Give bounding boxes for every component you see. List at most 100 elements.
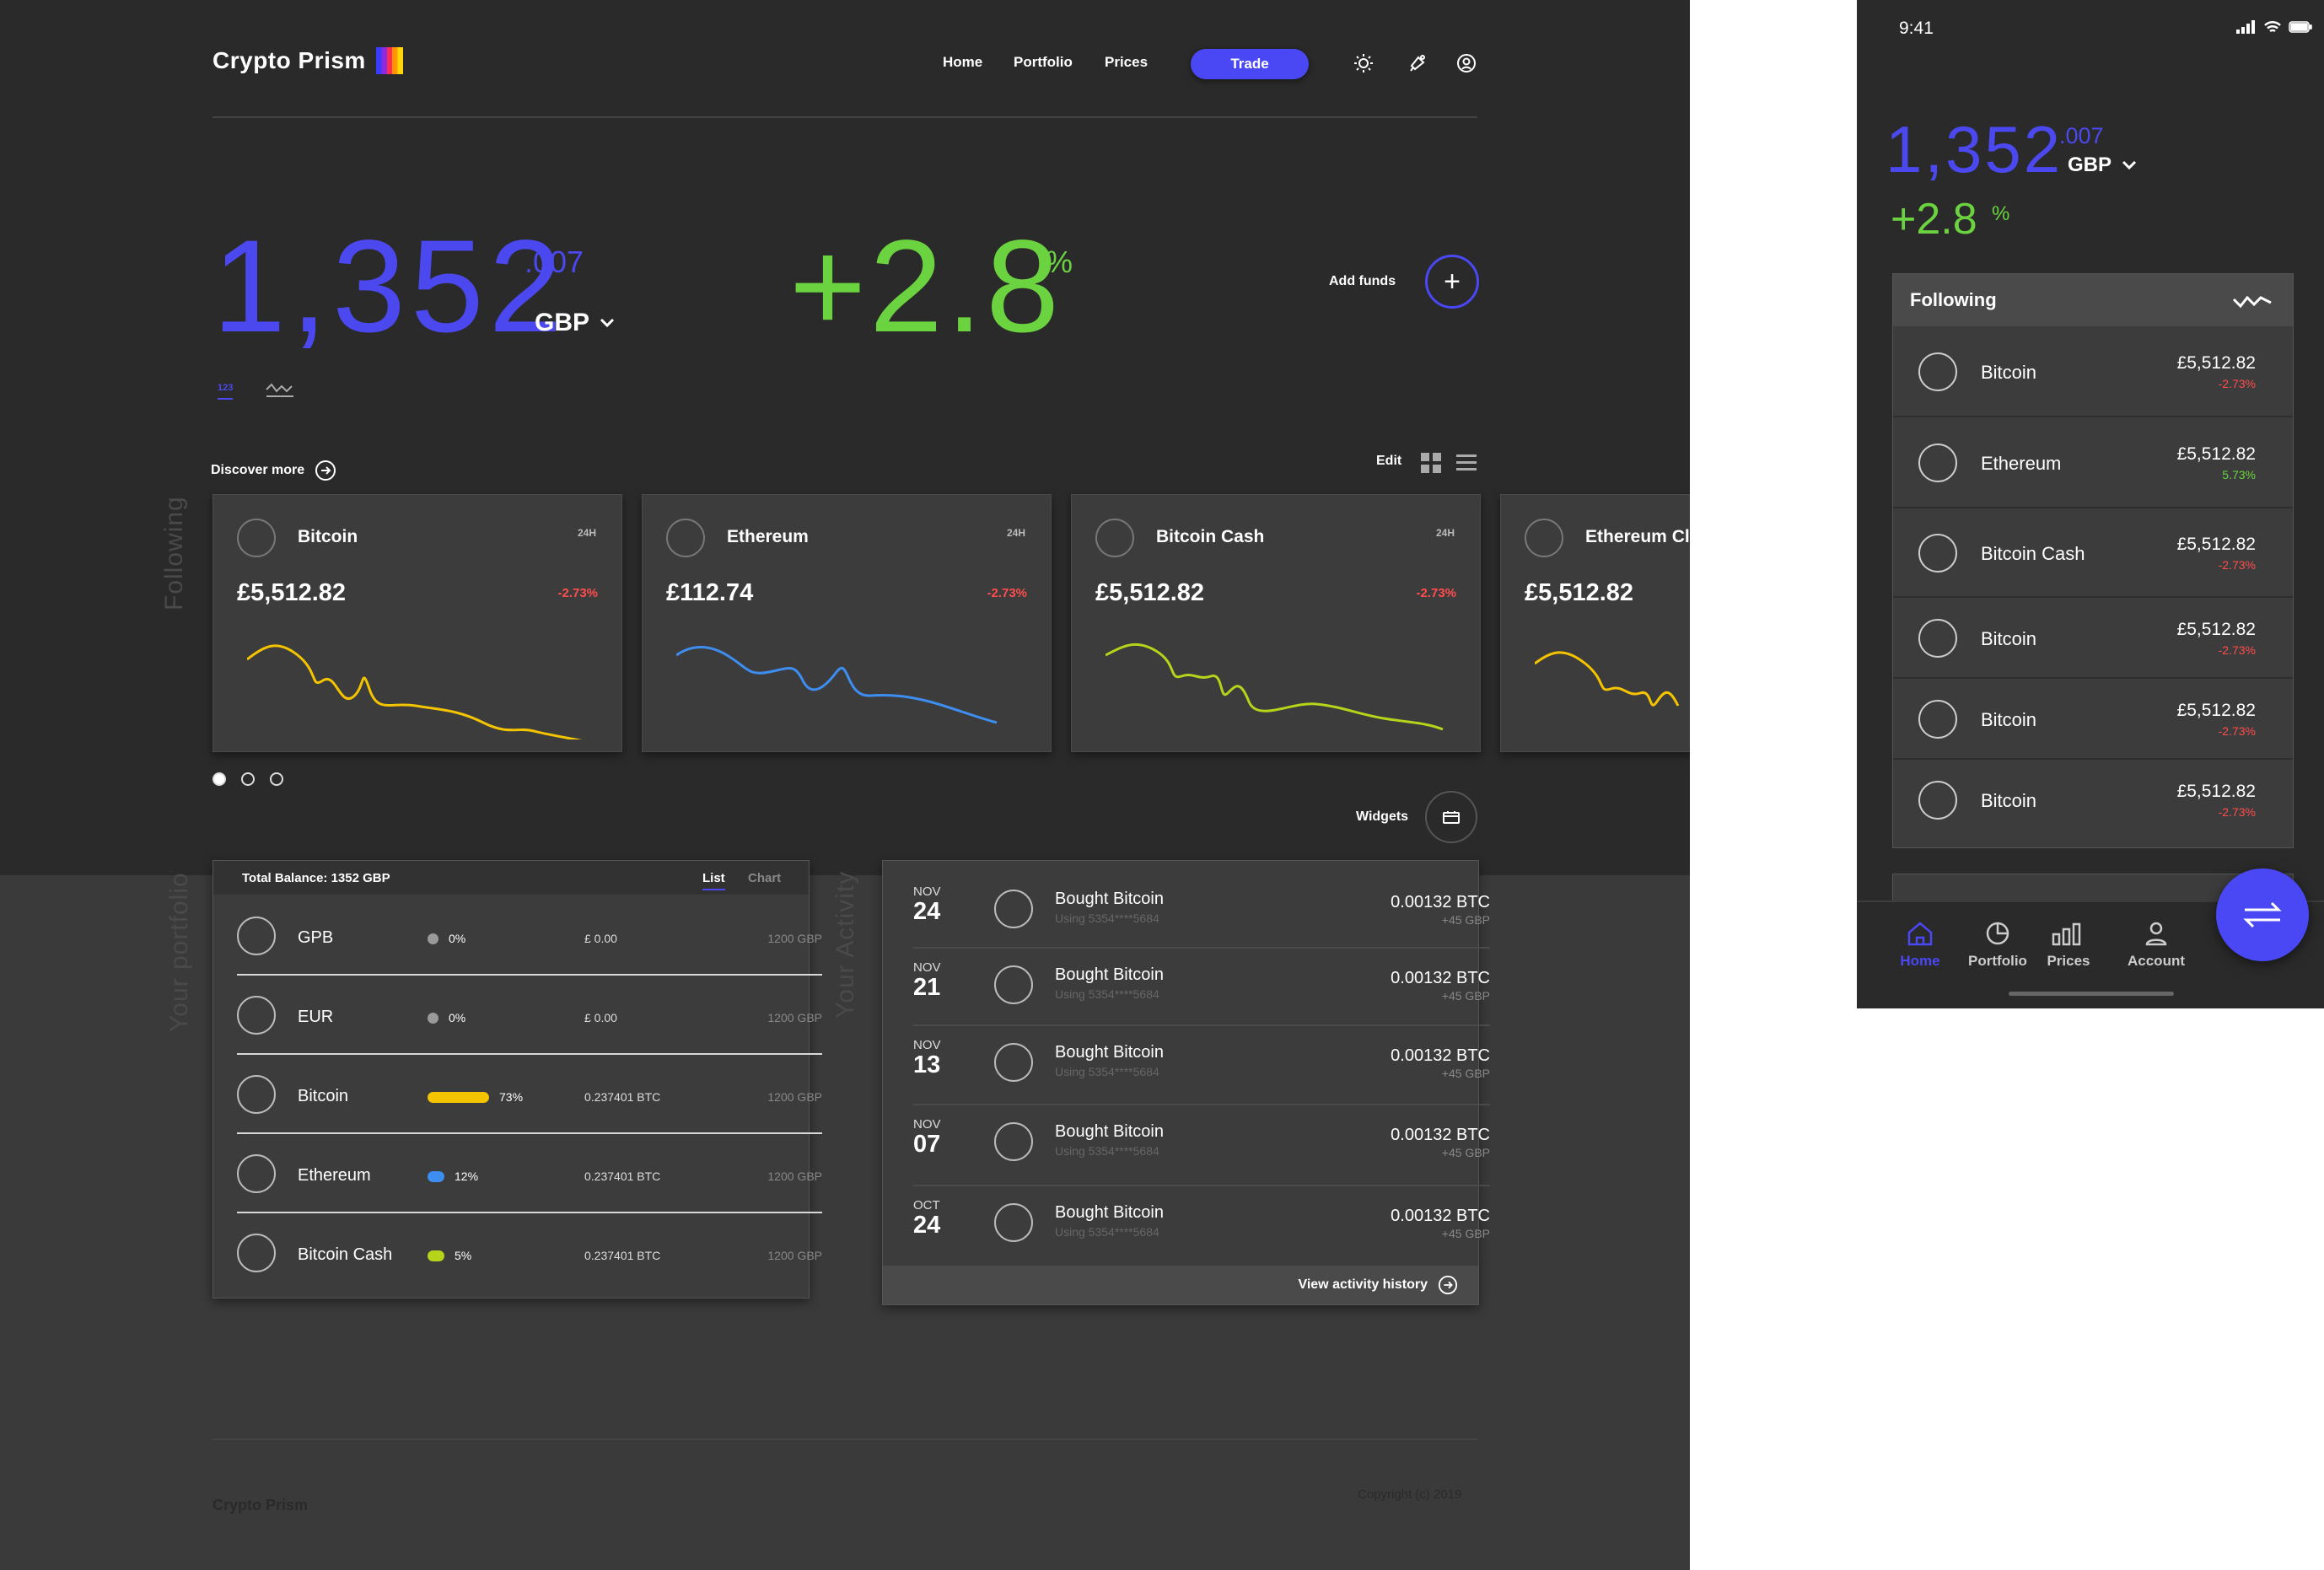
carousel-pagination[interactable] <box>212 772 283 786</box>
activity-icon <box>994 965 1033 1004</box>
activity-icon <box>994 890 1033 928</box>
coin-card-bitcoin[interactable]: Bitcoin 24H £5,512.82 -2.73% <box>212 494 622 752</box>
discover-more-label: Discover more <box>211 463 305 477</box>
currency-label: GBP <box>535 309 590 336</box>
activity-icon <box>994 1203 1033 1242</box>
grid-view-icon[interactable] <box>1420 452 1442 478</box>
page-dot[interactable] <box>270 772 283 786</box>
activity-day: 24 <box>913 898 941 925</box>
allocation-bar <box>428 1250 444 1261</box>
page-dot[interactable] <box>241 772 255 786</box>
activity-row[interactable]: NOV 21 Bought Bitcoin Using 5354****5684 0.0… <box>913 949 1490 1026</box>
sun-icon[interactable] <box>1351 51 1376 76</box>
mobile-currency-selector[interactable]: GBP <box>2068 153 2137 177</box>
coin-card-bitcoin-cash[interactable]: Bitcoin Cash 24H £5,512.82 -2.73% <box>1071 494 1481 752</box>
mobile-balance-decimal: .007 <box>2059 123 2104 148</box>
list-view-icon[interactable] <box>1455 452 1477 478</box>
allocation-percent: 5% <box>455 1249 472 1262</box>
asset-icon <box>237 1234 276 1272</box>
widget-icon <box>1443 811 1460 824</box>
prism-logo-icon <box>375 47 403 74</box>
portfolio-header: Total Balance: 1352 GBP List Chart <box>213 861 809 895</box>
coin-price: £5,512.82 <box>2176 782 2256 801</box>
notification-icon[interactable] <box>1405 51 1430 76</box>
activity-row[interactable]: NOV 13 Bought Bitcoin Using 5354****5684 0.0… <box>913 1026 1490 1105</box>
activity-title: Bought Bitcoin <box>1055 1203 1164 1222</box>
portfolio-row[interactable]: Bitcoin Cash 5% 0.237401 BTC 1200 GBP <box>237 1215 822 1293</box>
widgets-label[interactable]: Widgets <box>1356 809 1409 824</box>
portfolio-row[interactable]: Bitcoin 73% 0.237401 BTC 1200 GBP <box>237 1057 822 1134</box>
edit-button[interactable]: Edit <box>1376 454 1402 468</box>
tab-portfolio-label: Portfolio <box>1968 953 2027 969</box>
coin-change: 5.73% <box>2222 468 2256 481</box>
numeric-view-toggle[interactable]: 123 <box>218 383 234 400</box>
mobile-following-row[interactable]: Bitcoin Cash £5,512.82 -2.73% <box>1893 508 2293 598</box>
allocation-bar <box>428 1171 444 1182</box>
activity-icon <box>994 1043 1033 1082</box>
asset-gbp-value: 1200 GBP <box>767 1011 822 1024</box>
swap-button[interactable] <box>2216 868 2309 961</box>
mobile-following-row[interactable]: Ethereum £5,512.82 5.73% <box>1893 417 2293 508</box>
price-sparkline <box>1535 651 1680 707</box>
chart-view-toggle[interactable] <box>265 381 295 402</box>
tab-list[interactable]: List <box>702 871 725 890</box>
mobile-change-unit: % <box>1992 202 2010 225</box>
mobile-change-value: +2.8 <box>1891 195 1977 244</box>
activity-card: Using 5354****5684 <box>1055 1225 1159 1239</box>
wifi-icon <box>2264 21 2281 33</box>
mobile-following-title: Following <box>1910 289 1997 310</box>
coin-card-ethereum[interactable]: Ethereum 24H £112.74 -2.73% <box>642 494 1052 752</box>
activity-row[interactable]: NOV 24 Bought Bitcoin Using 5354****5684 0.0… <box>913 873 1490 949</box>
mobile-following-row[interactable]: Bitcoin £5,512.82 -2.73% <box>1893 326 2293 417</box>
portfolio-row[interactable]: EUR 0% £ 0.00 1200 GBP <box>237 977 822 1055</box>
mobile-following-row[interactable]: Bitcoin £5,512.82 -2.73% <box>1893 679 2293 760</box>
mobile-following-header: Following <box>1893 274 2293 326</box>
add-funds-button[interactable]: + <box>1425 255 1479 309</box>
nav-portfolio[interactable]: Portfolio <box>1014 54 1073 70</box>
coin-name: Bitcoin <box>1981 790 2037 811</box>
tab-account[interactable]: Account <box>2118 921 2194 970</box>
arrow-right-circle-icon <box>1438 1275 1458 1295</box>
activity-icon <box>994 1122 1033 1161</box>
brand-logo[interactable]: Crypto Prism <box>212 47 403 74</box>
asset-name: Bitcoin Cash <box>298 1245 393 1264</box>
header-divider <box>212 116 1477 118</box>
account-icon[interactable] <box>1454 51 1479 76</box>
coin-change: -2.73% <box>2218 377 2256 390</box>
allocation-percent: 12% <box>455 1169 479 1183</box>
coin-icon <box>1918 444 1957 482</box>
activity-gbp: +45 GBP <box>1441 989 1490 1003</box>
discover-more-link[interactable]: Discover more <box>211 460 336 481</box>
activity-row[interactable]: OCT 24 Bought Bitcoin Using 5354****5684 0.0… <box>913 1186 1490 1267</box>
currency-selector[interactable]: GBP <box>535 309 615 337</box>
coin-change: -2.73% <box>2218 805 2256 819</box>
price-sparkline <box>247 644 583 739</box>
view-activity-history-link[interactable]: View activity history <box>883 1266 1478 1304</box>
period-label: 24H <box>577 527 596 539</box>
status-icons <box>2236 20 2312 34</box>
trade-button[interactable]: Trade <box>1191 49 1309 79</box>
tab-chart[interactable]: Chart <box>748 871 782 885</box>
portfolio-row[interactable]: Ethereum 12% 0.237401 BTC 1200 GBP <box>237 1136 822 1213</box>
activity-card: Using 5354****5684 <box>1055 1144 1159 1158</box>
tab-home[interactable]: Home <box>1882 921 1958 970</box>
nav-prices[interactable]: Prices <box>1105 54 1149 70</box>
portfolio-row[interactable]: GPB 0% £ 0.00 1200 GBP <box>237 898 822 976</box>
nav-home[interactable]: Home <box>943 54 983 70</box>
coin-card-ethereum-classic[interactable]: Ethereum Cla £5,512.82 <box>1500 494 1690 752</box>
change-value: +2.8 <box>789 213 1062 360</box>
mobile-following-row[interactable]: Bitcoin £5,512.82 -2.73% <box>1893 760 2293 841</box>
page-dot[interactable] <box>212 772 226 786</box>
add-funds-label[interactable]: Add funds <box>1329 274 1396 288</box>
sparkline-icon[interactable] <box>2232 293 2273 309</box>
tab-portfolio[interactable]: Portfolio <box>1960 921 2036 970</box>
tab-prices[interactable]: Prices <box>2031 921 2106 970</box>
balance-integer: 1,352 <box>212 213 568 360</box>
activity-row[interactable]: NOV 07 Bought Bitcoin Using 5354****5684 0.0… <box>913 1105 1490 1186</box>
coin-name: Ethereum <box>1981 453 2062 474</box>
activity-month: NOV <box>913 1117 941 1132</box>
widgets-button[interactable] <box>1425 791 1477 843</box>
home-indicator <box>2009 992 2174 996</box>
mobile-following-row[interactable]: Bitcoin £5,512.82 -2.73% <box>1893 598 2293 679</box>
coin-price: £5,512.82 <box>2176 701 2256 720</box>
